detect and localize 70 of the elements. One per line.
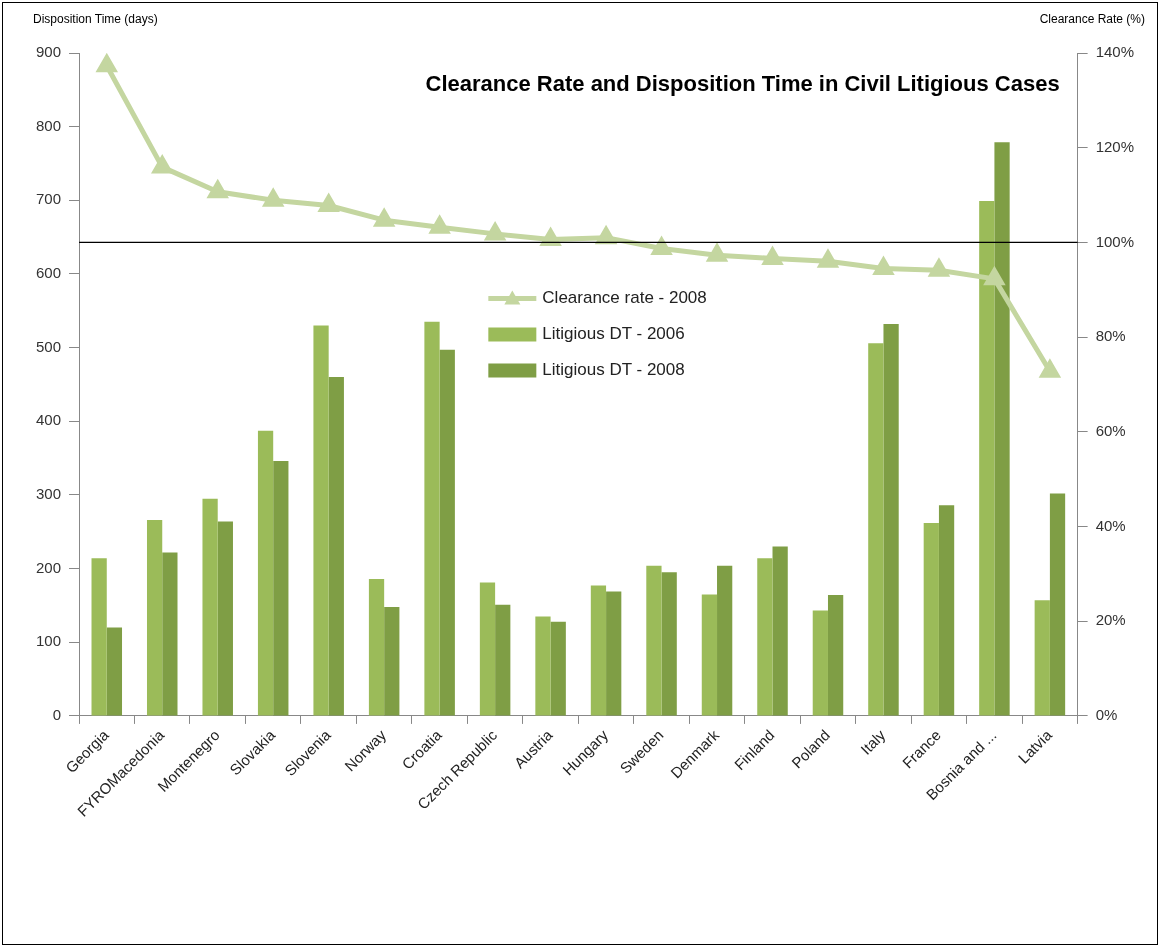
y-tick-label: 200 [36,558,62,576]
point [927,257,950,277]
y-tick-label: 100 [36,632,62,650]
bar [106,627,123,716]
bar [91,558,107,716]
bar [162,552,178,716]
point [817,248,839,268]
y-tick-label: 800 [36,116,62,134]
y2-tick-label: 0% [1095,706,1118,724]
point [872,255,895,275]
bar [938,505,955,716]
bar [701,594,718,716]
bar [368,578,385,716]
y-tick-label: 400 [36,411,62,429]
bar [661,572,677,716]
bar [328,377,344,716]
bar [479,582,496,716]
y2-tick-label: 60% [1095,421,1126,439]
y2-tick-label: 20% [1095,611,1126,629]
point [151,154,172,174]
legend-label: Clearance rate - 2008 [542,288,707,308]
bar [883,324,899,716]
bar [146,519,163,716]
bar [273,461,289,716]
bar [772,546,788,716]
y-tick-label: 700 [36,190,62,208]
bar [994,142,1010,716]
bar [257,430,274,716]
bar [979,201,995,716]
bar [812,610,828,716]
y2-tick-label: 120% [1095,137,1135,155]
y-tick-label: 900 [36,43,62,61]
bar [495,604,511,716]
point [317,192,340,212]
text: Clearance Rate and Disposition Time in Civil Litigious Cases [425,71,1060,96]
y2-tick-label: 140% [1095,43,1135,61]
y-tick-label: 500 [36,337,62,355]
point [1038,358,1061,378]
y-tick-label: 600 [36,264,62,282]
y2-tick-label: 80% [1095,327,1126,345]
bar [217,521,233,716]
bar [868,343,884,716]
bar [439,349,455,716]
y2-tick-label: 40% [1095,516,1126,534]
bar [313,325,329,716]
bar [424,321,440,716]
y2-tick-label: 100% [1095,232,1135,250]
point [373,207,396,227]
bar [550,621,566,716]
y-axis-title: Disposition Time (days) [33,12,158,26]
bar [827,595,844,716]
bar [202,498,218,716]
bar [1034,600,1050,716]
bar [1049,493,1066,716]
bar [384,606,400,716]
bar [535,616,551,716]
bar [646,565,662,716]
bar [606,591,622,716]
y-tick-label: 0 [52,706,62,724]
bar [717,565,733,716]
legend-label: Litigious DT - 2008 [542,360,685,380]
y-tick-label: 300 [36,485,62,503]
bar [590,585,607,716]
point [428,214,451,234]
x-tick-label: Italy [857,725,889,758]
legend-label: Litigious DT - 2006 [542,324,685,344]
bar [923,522,939,716]
point [262,187,285,207]
bar [757,558,773,716]
y2-axis-title: Clearance Rate (%) [1039,12,1145,26]
